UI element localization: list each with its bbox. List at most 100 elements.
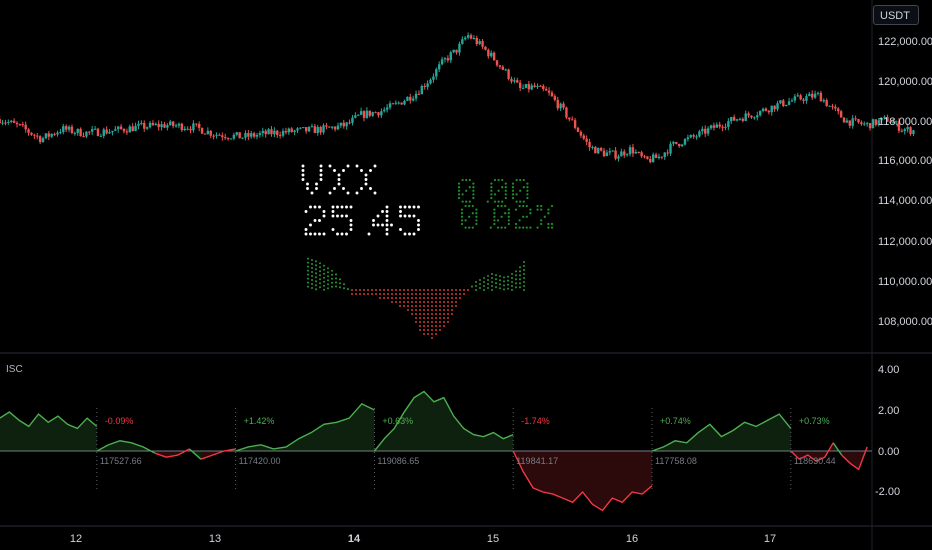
candle-body bbox=[287, 128, 291, 133]
candle-body bbox=[209, 130, 212, 136]
oscillator-series[interactable] bbox=[0, 390, 868, 512]
candle-body bbox=[218, 134, 221, 136]
date-tick: 12 bbox=[70, 533, 82, 545]
candle-body bbox=[145, 127, 149, 129]
price-axis[interactable]: 122,000.00 120,000.00 118,000.00 116,000… bbox=[878, 36, 932, 328]
candle-body bbox=[651, 154, 655, 163]
oscillator-area bbox=[235, 403, 375, 451]
candle-body bbox=[597, 147, 600, 154]
candle-body bbox=[62, 126, 65, 133]
oscillator-title[interactable]: ISC bbox=[6, 364, 23, 375]
candle-body bbox=[212, 135, 215, 137]
candle-body bbox=[758, 110, 762, 116]
session-change-label: +0.74% bbox=[660, 416, 691, 426]
candle-body bbox=[325, 125, 328, 127]
candle-body bbox=[663, 152, 666, 157]
candle-body bbox=[30, 132, 33, 135]
candle-body bbox=[371, 112, 374, 116]
candle-body bbox=[374, 112, 377, 114]
candle-body bbox=[891, 122, 895, 124]
candle-body bbox=[137, 123, 140, 126]
candle-body bbox=[267, 129, 270, 135]
candle-body bbox=[706, 128, 710, 134]
candle-body bbox=[764, 108, 768, 111]
candle-body bbox=[278, 134, 282, 136]
candle-body bbox=[284, 130, 288, 133]
candle-body bbox=[293, 130, 296, 133]
candle-body bbox=[886, 116, 889, 122]
candlestick-series[interactable] bbox=[0, 32, 915, 164]
candle-body bbox=[860, 122, 863, 125]
candle-body bbox=[845, 120, 849, 123]
candle-body bbox=[296, 128, 299, 131]
candle-body bbox=[163, 124, 166, 128]
candle-body bbox=[839, 111, 843, 118]
candle-body bbox=[472, 37, 476, 39]
candle-body bbox=[18, 124, 22, 126]
candle-body bbox=[111, 130, 114, 133]
time-axis[interactable]: 12 13 14 15 16 17 bbox=[70, 533, 776, 545]
candle-body bbox=[99, 135, 103, 137]
candle-body bbox=[822, 100, 825, 102]
price-tick: 112,000.00 bbox=[878, 236, 932, 248]
candle-body bbox=[837, 108, 840, 112]
candle-body bbox=[863, 123, 866, 125]
candle-body bbox=[47, 133, 51, 137]
candle-body bbox=[241, 137, 244, 139]
candle-body bbox=[151, 122, 155, 125]
candle-body bbox=[897, 121, 901, 131]
candle-body bbox=[247, 133, 250, 137]
candle-body bbox=[174, 125, 178, 127]
candle-body bbox=[452, 49, 455, 53]
candle-body bbox=[140, 122, 143, 124]
candle-body bbox=[4, 122, 7, 124]
candle-body bbox=[385, 107, 389, 110]
candle-body bbox=[429, 79, 432, 84]
candle-body bbox=[631, 147, 635, 154]
candle-body bbox=[203, 133, 207, 135]
candle-body bbox=[773, 105, 776, 110]
oscillator-axis[interactable]: 4.00 2.00 0.00 -2.00 bbox=[875, 364, 900, 498]
candle-body bbox=[79, 128, 82, 137]
candle-body bbox=[342, 122, 345, 127]
candle-body bbox=[391, 103, 395, 105]
date-tick-bold: 14 bbox=[348, 533, 361, 545]
candle-body bbox=[56, 132, 59, 135]
candle-body bbox=[669, 143, 672, 154]
currency-button[interactable]: USDT bbox=[873, 5, 919, 25]
candle-body bbox=[544, 89, 548, 91]
candle-body bbox=[741, 118, 745, 121]
candle-body bbox=[197, 123, 201, 128]
candle-body bbox=[261, 130, 265, 134]
candle-body bbox=[12, 120, 16, 123]
price-tick: 110,000.00 bbox=[878, 276, 932, 288]
candle-body bbox=[793, 96, 797, 101]
candle-body bbox=[354, 115, 357, 118]
candle-body bbox=[623, 151, 626, 156]
candle-body bbox=[411, 98, 415, 101]
candle-body bbox=[550, 92, 554, 97]
candle-body bbox=[368, 110, 371, 116]
candle-body bbox=[857, 119, 860, 123]
candle-body bbox=[437, 64, 441, 70]
candle-body bbox=[224, 137, 227, 139]
candle-body bbox=[125, 131, 129, 133]
candle-body bbox=[692, 135, 695, 137]
candle-body bbox=[102, 129, 105, 136]
candle-body bbox=[634, 152, 638, 154]
candle-body bbox=[316, 126, 319, 134]
candle-body bbox=[10, 120, 13, 122]
candle-body bbox=[351, 117, 354, 123]
candle-body bbox=[709, 125, 713, 129]
candle-body bbox=[582, 135, 585, 139]
candle-body bbox=[805, 96, 808, 101]
candle-body bbox=[654, 154, 658, 159]
date-tick: 17 bbox=[764, 533, 776, 545]
candle-body bbox=[851, 118, 854, 126]
candle-body bbox=[831, 105, 834, 107]
candle-body bbox=[900, 130, 904, 132]
candle-body bbox=[443, 58, 447, 60]
candle-body bbox=[701, 128, 704, 132]
candle-body bbox=[848, 120, 852, 126]
